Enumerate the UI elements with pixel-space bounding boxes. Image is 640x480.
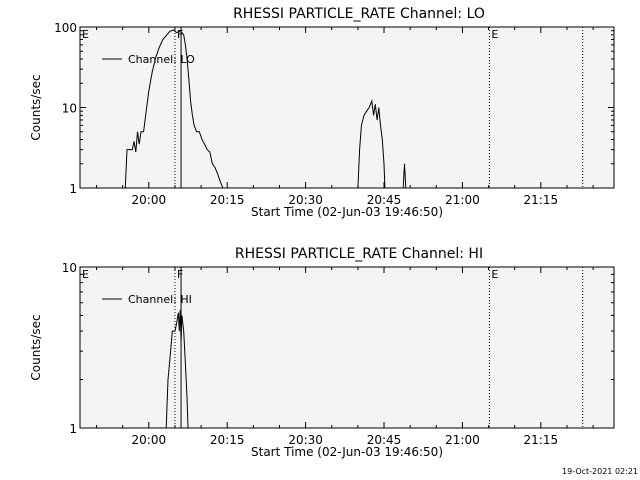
x-tick-label: 21:15 — [524, 433, 559, 447]
legend-label: Channel: LO — [128, 53, 195, 66]
y-tick-label: 10 — [62, 102, 77, 116]
series-line — [357, 99, 386, 189]
x-tick-label: 20:15 — [210, 433, 245, 447]
y-axis-label: Counts/sec — [29, 74, 43, 140]
time-marker-label: E — [491, 268, 498, 281]
series-line — [165, 310, 189, 429]
chart-title: RHESSI PARTICLE_RATE Channel: LO — [233, 6, 485, 22]
x-tick-label: 20:45 — [367, 433, 402, 447]
x-axis-label: Start Time (02-Jun-03 19:46:50) — [251, 445, 443, 459]
chart-panel-hi: RHESSI PARTICLE_RATE Channel: HI 20:00 20:… — [29, 246, 615, 459]
legend-label: Channel: HI — [128, 293, 192, 306]
x-tick-label: 21:00 — [445, 193, 480, 207]
y-axis-label: Counts/sec — [29, 314, 43, 380]
x-tick-label: 20:15 — [210, 193, 245, 207]
time-marker-label: E — [491, 28, 498, 41]
series-line — [124, 29, 224, 189]
plot-frame — [79, 26, 615, 189]
y-tick-label: 1 — [69, 422, 77, 436]
chart-title: RHESSI PARTICLE_RATE Channel: HI — [235, 246, 483, 262]
x-axis-label: Start Time (02-Jun-03 19:46:50) — [251, 205, 443, 219]
y-tick-label: 10 — [62, 261, 77, 275]
x-tick-label: 20:30 — [288, 433, 323, 447]
time-marker-label: E — [82, 268, 89, 281]
time-marker-label: F — [177, 268, 183, 281]
series-line — [402, 163, 407, 189]
chart-panel-lo: RHESSI PARTICLE_RATE Channel: LO 20:00 20:… — [29, 6, 615, 219]
y-tick-label: 100 — [54, 21, 77, 35]
plot-frame — [79, 266, 615, 429]
time-marker-label: F — [177, 28, 183, 41]
time-marker-label: E — [82, 28, 89, 41]
x-tick-label: 21:00 — [445, 433, 480, 447]
x-tick-label: 20:30 — [288, 193, 323, 207]
x-tick-label: 21:15 — [524, 193, 559, 207]
x-tick-label: 20:00 — [132, 433, 167, 447]
x-tick-label: 20:00 — [132, 193, 167, 207]
footer-timestamp: 19-Oct-2021 02:21 — [562, 467, 638, 476]
y-tick-label: 1 — [69, 182, 77, 196]
x-tick-label: 20:45 — [367, 193, 402, 207]
